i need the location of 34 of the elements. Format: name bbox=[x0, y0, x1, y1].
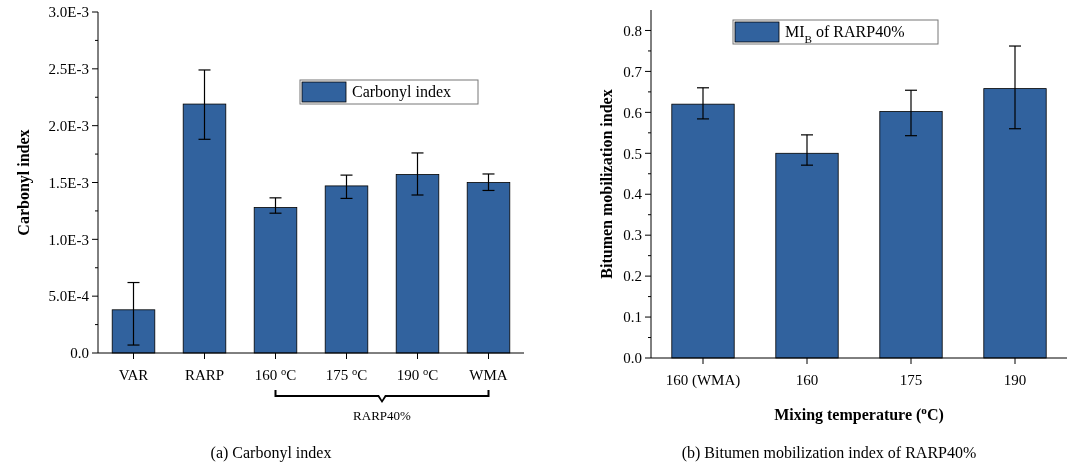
y-tick-label: 0.4 bbox=[623, 186, 643, 203]
y-tick-label: 0.8 bbox=[623, 22, 642, 39]
legend-label: MI$_{B}$ of RARP40% bbox=[785, 23, 905, 45]
x-tick-label: VAR bbox=[118, 367, 149, 383]
x-tick-label: 175 $^{o}$C bbox=[325, 365, 368, 383]
x-axis-title: Mixing temperature ($^{o}$C) bbox=[774, 404, 944, 424]
y-tick-label: 0.2 bbox=[623, 268, 642, 285]
y-tick-label: 1.0E-3 bbox=[48, 231, 89, 248]
text: (a) Carbonyl index bbox=[210, 444, 332, 462]
y-tick-label: 5.0E-4 bbox=[48, 288, 90, 305]
y-tick-label: 3.0E-3 bbox=[48, 4, 89, 21]
text: (b) Bitumen mobilization index of RARP40% bbox=[681, 444, 977, 462]
y-tick-label: 0.6 bbox=[623, 104, 643, 121]
y-tick-label: 0.3 bbox=[623, 227, 642, 244]
x-tick-label: 160 $^{o}$C bbox=[254, 365, 297, 383]
y-axis-title: Carbonyl index bbox=[15, 129, 34, 236]
legend-label: Carbonyl index bbox=[352, 83, 452, 101]
x-tick-label: RARP bbox=[184, 367, 225, 383]
y-axis-title: Bitumen mobilization index bbox=[598, 89, 616, 279]
x-tick-label: 190 $^{o}$C bbox=[396, 365, 439, 383]
text: RARP40% bbox=[353, 408, 412, 423]
x-tick-label: 175 bbox=[899, 372, 923, 388]
y-tick-label: 0.7 bbox=[623, 63, 643, 80]
y-tick-label: 1.5E-3 bbox=[48, 174, 89, 191]
y-tick-label: 0.0 bbox=[70, 345, 89, 362]
y-tick-label: 0.5 bbox=[623, 145, 642, 162]
y-tick-label: 0.1 bbox=[623, 309, 642, 326]
x-tick-label: WMA bbox=[469, 367, 508, 383]
y-tick-label: 0.0 bbox=[623, 350, 642, 367]
x-tick-label: 160 bbox=[795, 372, 819, 388]
y-tick-label: 2.0E-3 bbox=[48, 117, 89, 134]
x-tick-label: 160 (WMA) bbox=[665, 372, 741, 389]
y-tick-label: 2.5E-3 bbox=[48, 61, 89, 78]
x-tick-label: 190 bbox=[1003, 372, 1027, 388]
